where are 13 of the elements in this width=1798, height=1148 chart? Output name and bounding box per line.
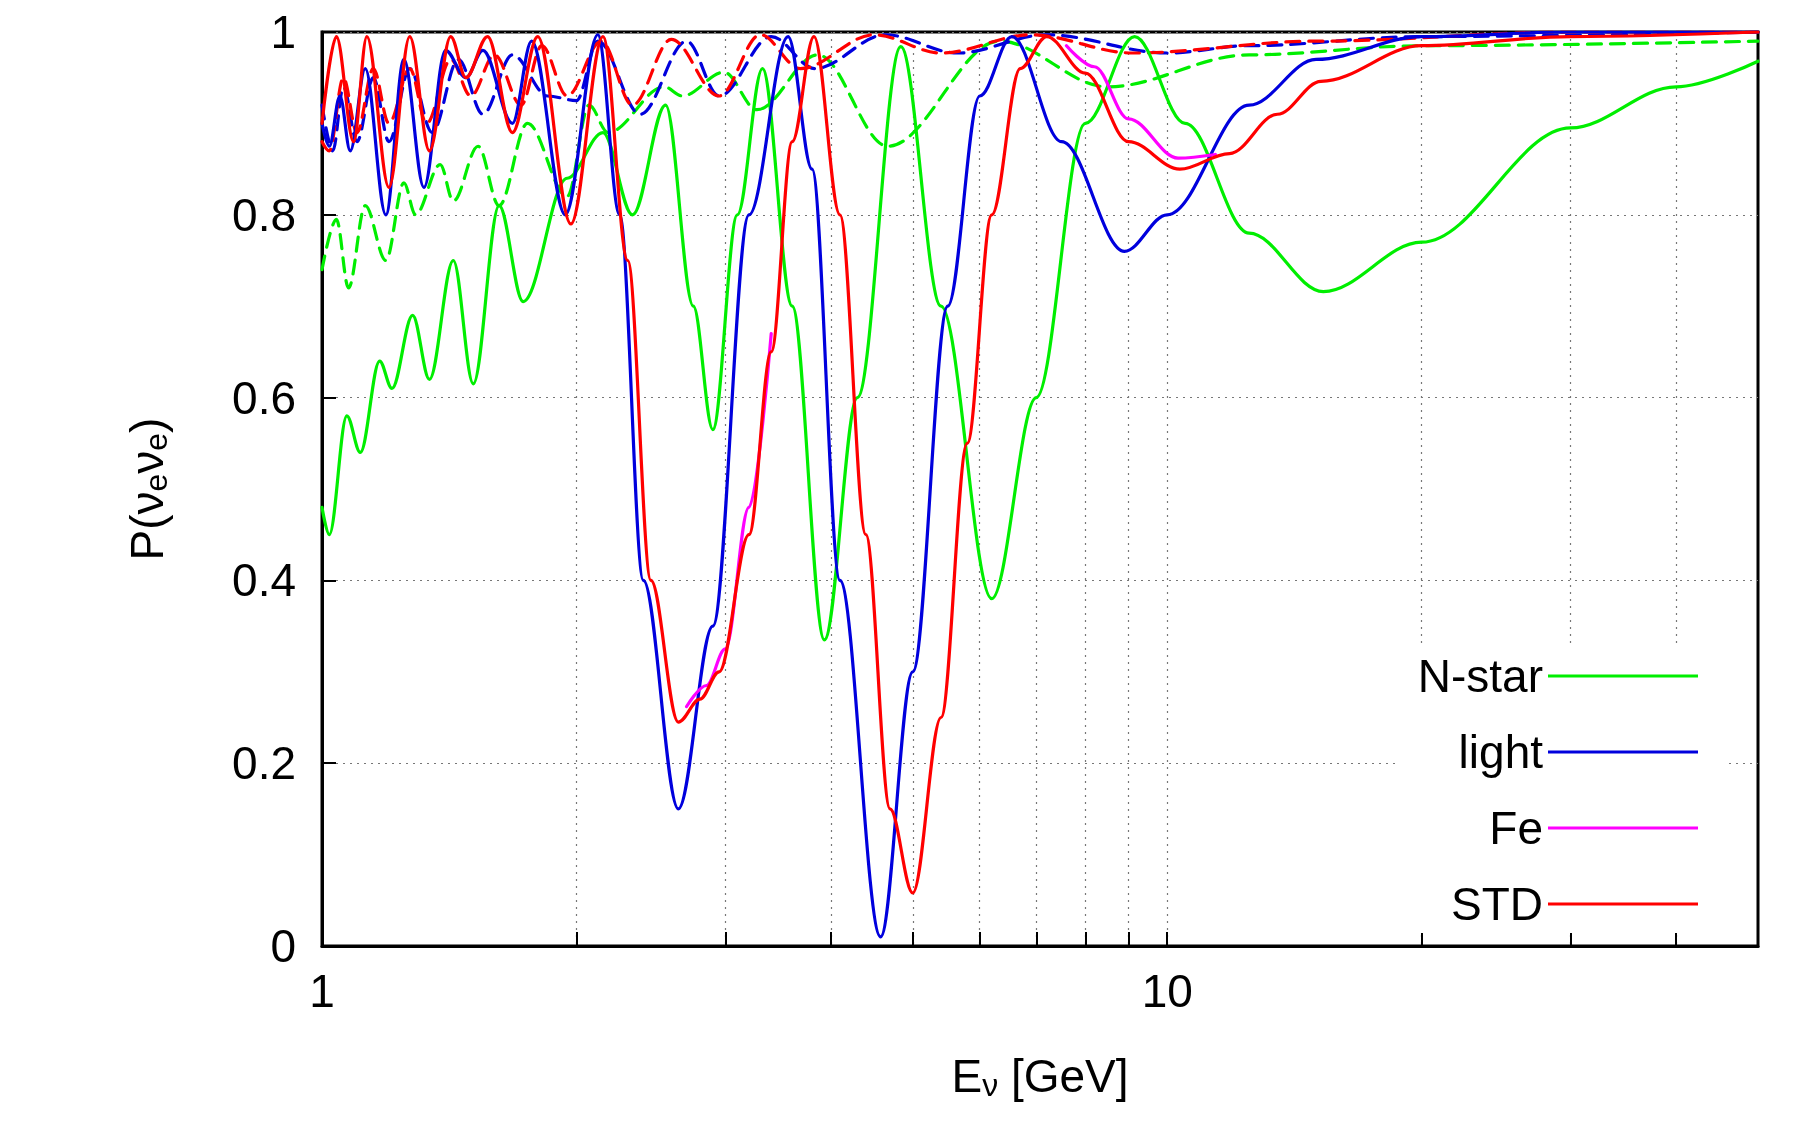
legend-label: light bbox=[1458, 726, 1544, 778]
y-tick-label: 0.4 bbox=[232, 554, 296, 607]
x-axis-title: Eν [GeV] bbox=[951, 1050, 1129, 1103]
y-axis-title: P(νeνe) bbox=[121, 417, 174, 561]
legend-label: Fe bbox=[1489, 802, 1543, 854]
legend-label: N-star bbox=[1417, 650, 1543, 702]
y-tick-label: 0.6 bbox=[232, 371, 296, 424]
y-tick-label: 0.2 bbox=[232, 737, 296, 790]
y-tick-label: 1 bbox=[270, 6, 296, 58]
y-tick-label: 0.8 bbox=[232, 188, 296, 241]
legend-label: STD bbox=[1451, 878, 1543, 930]
y-tick-label: 0 bbox=[270, 920, 296, 972]
x-tick-label: 10 bbox=[1141, 965, 1193, 1017]
